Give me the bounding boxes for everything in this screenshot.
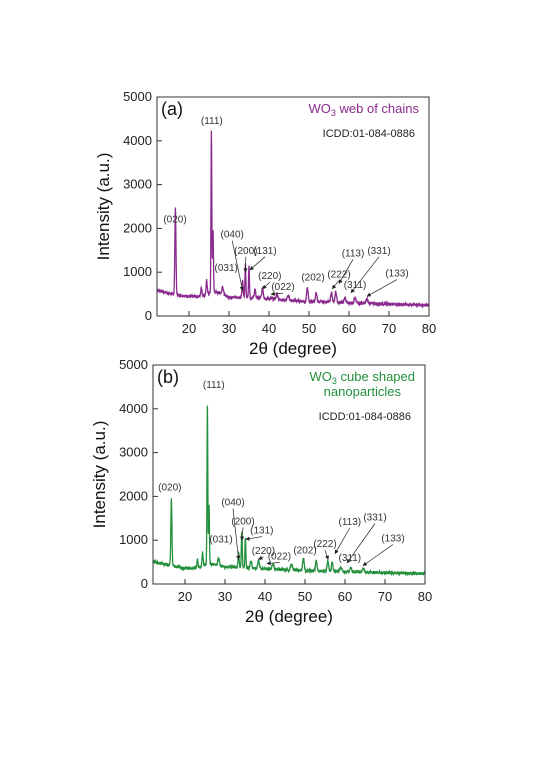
peak-arrow xyxy=(366,279,398,297)
y-tick-label: 1000 xyxy=(119,532,148,547)
legend-entry: WO3 cube shaped xyxy=(310,369,415,386)
peak-label: (331) xyxy=(363,512,386,523)
plot-frame xyxy=(152,364,426,585)
peak-arrow xyxy=(270,291,284,296)
peak-label: (200) xyxy=(234,246,257,257)
x-tick-label: 20 xyxy=(178,589,192,604)
peak-label: (022) xyxy=(271,282,294,293)
peak-arrow xyxy=(350,256,380,294)
legend-entry: WO3 web of chains xyxy=(308,101,419,118)
x-tick-label: 30 xyxy=(218,589,232,604)
peak-label: (202) xyxy=(293,545,316,556)
peak-arrow xyxy=(258,555,264,560)
peak-arrow xyxy=(245,536,262,541)
peak-label: (331) xyxy=(367,246,390,257)
peak-label: (131) xyxy=(250,526,273,537)
peak-arrow xyxy=(331,280,340,290)
peak-label: (040) xyxy=(221,230,244,241)
peak-arrow xyxy=(232,508,241,560)
peak-label: (020) xyxy=(163,214,186,225)
y-tick-label: 5000 xyxy=(123,89,152,104)
peak-label: (022) xyxy=(268,551,291,562)
x-tick-label: 70 xyxy=(382,321,396,336)
peak-label: (133) xyxy=(385,269,408,280)
peak-arrow xyxy=(231,240,244,292)
panel-label: (b) xyxy=(157,367,179,387)
y-tick-label: 3000 xyxy=(119,445,148,460)
y-tick-label: 2000 xyxy=(123,220,152,235)
y-tick-label: 4000 xyxy=(123,133,152,148)
x-tick-label: 20 xyxy=(182,321,196,336)
peak-label: (202) xyxy=(301,273,324,284)
y-tick-label: 3000 xyxy=(123,177,152,192)
peak-arrow xyxy=(346,523,376,564)
panel-a: 20 30 40 50 60 70 80 0 1000 2000 3000 4000 5000 2θ (d… xyxy=(94,89,436,358)
y-axis-title: Intensity (a.u.) xyxy=(90,421,109,529)
peak-label: (111) xyxy=(203,380,225,391)
y-tick-label: 0 xyxy=(145,308,152,323)
panel-b: 20 30 40 50 60 70 80 0 1000 2000 3000 4000 5000 2θ (d… xyxy=(90,357,432,626)
peak-label: (113) xyxy=(338,517,361,528)
y-tick-label: 4000 xyxy=(119,401,148,416)
x-tick-label: 60 xyxy=(338,589,352,604)
peak-label: (133) xyxy=(381,534,404,545)
x-tick-label: 50 xyxy=(298,589,312,604)
panel-label: (a) xyxy=(161,99,183,119)
peak-label: (111) xyxy=(201,116,223,127)
y-tick-label: 0 xyxy=(141,576,148,591)
peak-arrow xyxy=(249,256,266,271)
peak-arrow xyxy=(362,544,394,566)
peak-label: (311) xyxy=(344,280,367,291)
icdd-reference: ICDD:01-084-0886 xyxy=(323,128,415,140)
x-tick-label: 30 xyxy=(222,321,236,336)
plot-frame xyxy=(156,96,430,317)
x-tick-label: 40 xyxy=(258,589,272,604)
peak-label: (031) xyxy=(209,534,232,545)
spectrum-line xyxy=(152,405,426,577)
legend-entry-line: nanoparticles xyxy=(324,384,402,399)
y-tick-label: 5000 xyxy=(119,357,148,372)
x-axis-title: 2θ (degree) xyxy=(245,607,333,626)
peak-arrow xyxy=(262,281,271,290)
x-tick-label: 40 xyxy=(262,321,276,336)
peak-label: (031) xyxy=(215,263,238,274)
icdd-reference: ICDD:01-084-0886 xyxy=(319,411,411,423)
peak-label: (200) xyxy=(231,516,254,527)
peak-label: (220) xyxy=(252,546,275,557)
x-tick-label: 80 xyxy=(418,589,432,604)
peak-arrow xyxy=(240,527,245,541)
y-axis-title: Intensity (a.u.) xyxy=(94,153,113,261)
peak-label: (020) xyxy=(158,482,181,493)
x-tick-label: 80 xyxy=(422,321,436,336)
peak-label: (220) xyxy=(258,271,281,282)
peak-label: (222) xyxy=(327,269,350,280)
x-tick-label: 50 xyxy=(302,321,316,336)
peak-label: (131) xyxy=(253,246,276,257)
peak-label: (311) xyxy=(338,553,361,564)
y-tick-label: 1000 xyxy=(123,264,152,279)
peak-arrow xyxy=(266,561,280,566)
x-axis-title: 2θ (degree) xyxy=(249,339,337,358)
peak-label: (113) xyxy=(342,248,365,259)
spectrum-line xyxy=(156,130,430,309)
peak-arrow xyxy=(338,259,354,284)
peak-arrow xyxy=(334,527,351,555)
x-tick-label: 70 xyxy=(378,589,392,604)
peak-label: (222) xyxy=(313,539,336,550)
x-tick-label: 60 xyxy=(342,321,356,336)
peak-arrow xyxy=(324,550,329,560)
y-tick-label: 2000 xyxy=(119,488,148,503)
peak-label: (040) xyxy=(221,498,244,509)
